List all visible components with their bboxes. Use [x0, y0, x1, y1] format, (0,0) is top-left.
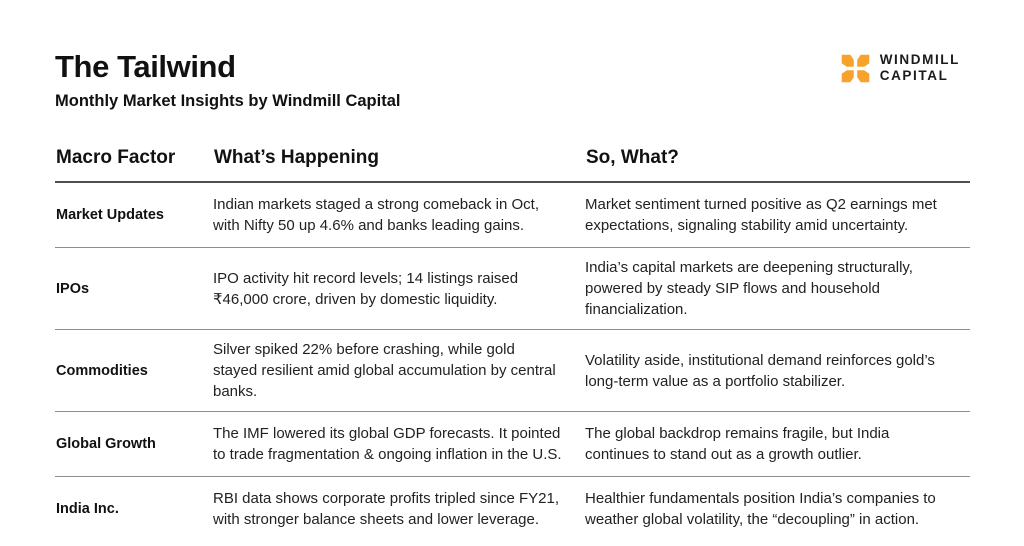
- cell-factor: Commodities: [56, 362, 148, 379]
- table-row-global-growth: Global Growth The IMF lowered its global…: [55, 412, 970, 478]
- windmill-capital-logo: WINDMILL CAPITAL: [840, 52, 960, 85]
- column-header-macro-factor: Macro Factor: [56, 147, 176, 169]
- cell-happening: The IMF lowered its global GDP forecasts…: [213, 425, 562, 464]
- cell-happening: IPO activity hit record levels; 14 listi…: [213, 269, 519, 308]
- page-subtitle: Monthly Market Insights by Windmill Capi…: [55, 92, 401, 111]
- cell-so-what: Volatility aside, institutional demand r…: [585, 351, 935, 390]
- table-header-row: Macro Factor What’s Happening So, What?: [55, 147, 970, 184]
- cell-factor: India Inc.: [56, 501, 119, 518]
- cell-factor: IPOs: [56, 280, 90, 297]
- table-row-ipos: IPOs IPO activity hit record levels; 14 …: [55, 248, 970, 331]
- cell-factor: Market Updates: [56, 207, 164, 224]
- table-row-commodities: Commodities Silver spiked 22% before cra…: [55, 330, 970, 413]
- cell-so-what: Healthier fundamentals position India’s …: [585, 490, 936, 529]
- insights-table: Macro Factor What’s Happening So, What? …: [55, 147, 970, 541]
- page-title: The Tailwind: [55, 49, 236, 84]
- cell-so-what: The global backdrop remains fragile, but…: [585, 425, 890, 464]
- cell-happening: RBI data shows corporate profits tripled…: [213, 490, 559, 529]
- page-header: The Tailwind Monthly Market Insights by …: [55, 49, 970, 111]
- table-row-india-inc: India Inc. RBI data shows corporate prof…: [55, 477, 970, 541]
- column-header-whats-happening: What’s Happening: [214, 147, 380, 169]
- cell-so-what: India’s capital markets are deepening st…: [585, 259, 913, 319]
- column-header-so-what: So, What?: [586, 147, 679, 169]
- brand-name-line1: WINDMILL: [879, 52, 960, 67]
- cell-factor: Global Growth: [56, 436, 156, 453]
- cell-happening: Silver spiked 22% before crashing, while…: [213, 341, 556, 401]
- brand-name-line2: CAPITAL: [879, 68, 949, 84]
- cell-happening: Indian markets staged a strong comeback …: [213, 196, 539, 235]
- cell-so-what: Market sentiment turned positive as Q2 e…: [585, 196, 937, 235]
- brand-name: WINDMILL CAPITAL: [880, 52, 960, 85]
- windmill-pinwheel-icon: [841, 54, 869, 83]
- table-row-market-updates: Market Updates Indian markets staged a s…: [55, 183, 970, 249]
